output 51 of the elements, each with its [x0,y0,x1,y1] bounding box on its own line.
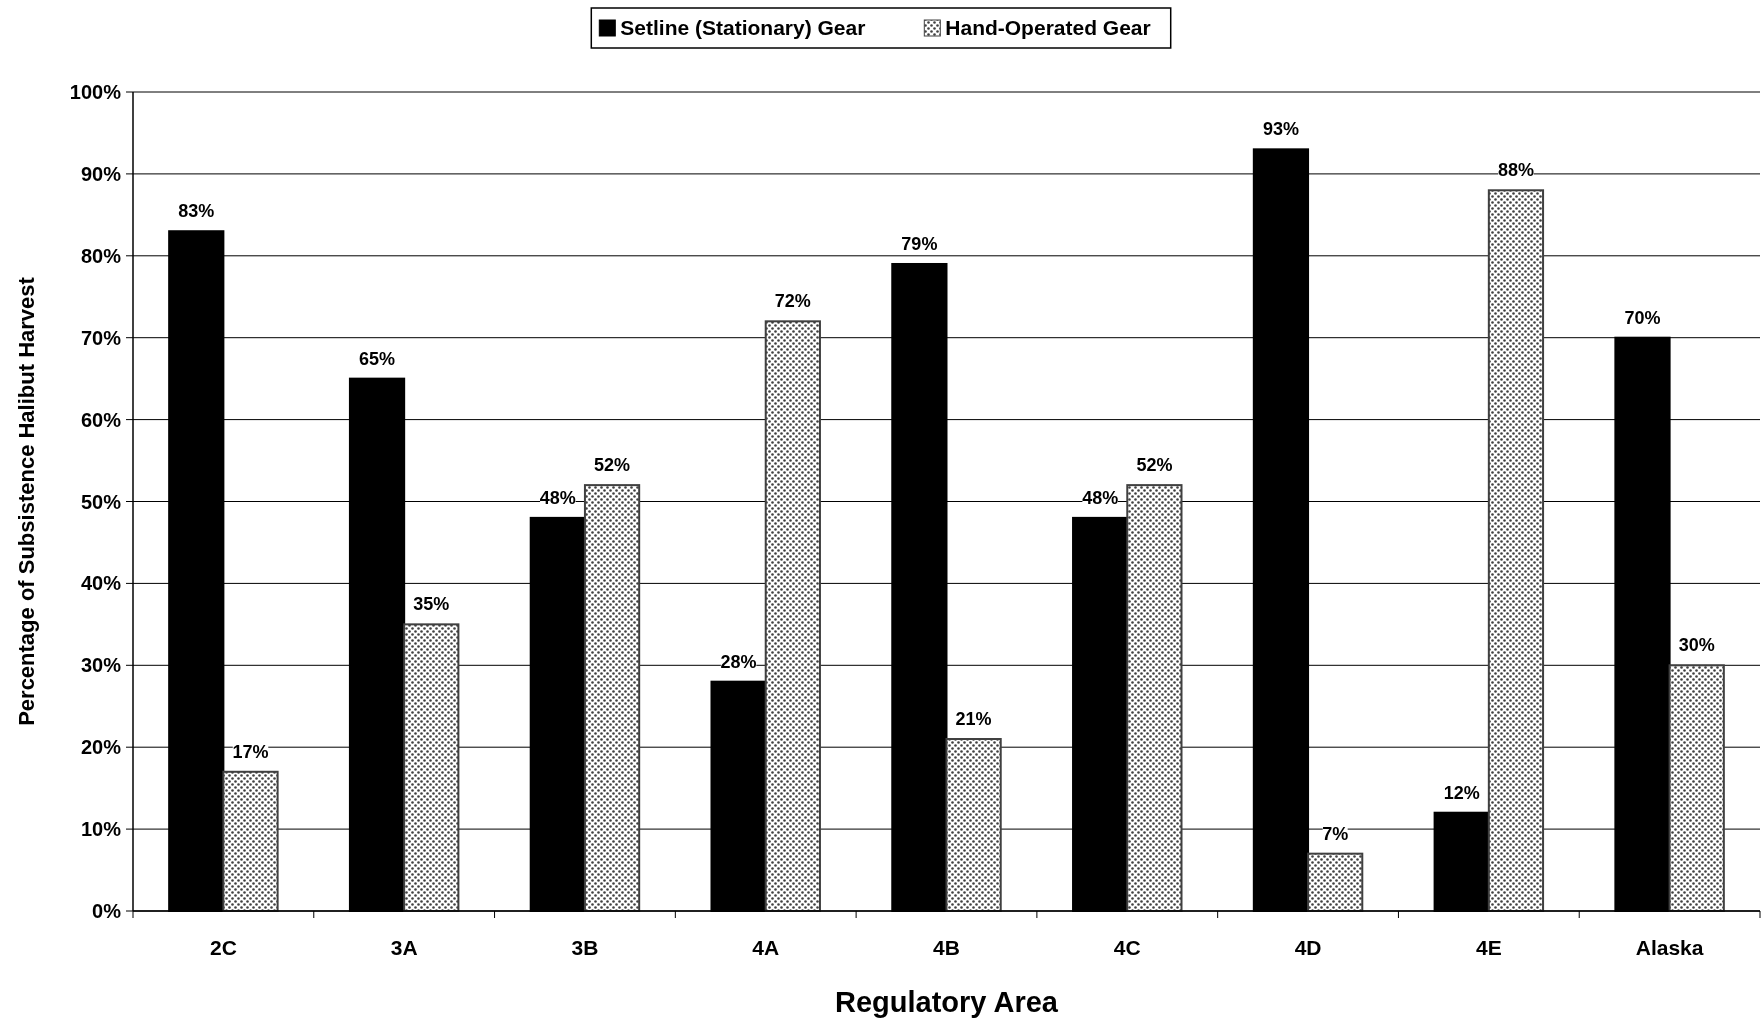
x-tick-label: 4D [1294,936,1322,959]
text: 70% [1624,307,1661,328]
text: 52% [594,455,631,476]
bar [945,738,1002,912]
bar [1487,189,1545,912]
y-tick-label: 70% [80,326,122,349]
text: 52% [1136,455,1173,476]
text: 88% [1497,160,1534,181]
x-tick-label: 4E [1475,936,1502,959]
bar [764,320,821,912]
text: 72% [774,291,811,312]
text: 93% [1262,119,1299,140]
x-axis-title: Regulatory Area [835,986,1059,1018]
text: 30% [1678,635,1715,656]
y-tick-label: 50% [80,490,122,513]
y-tick-label: 80% [80,244,122,267]
text: 48% [539,487,576,508]
x-tick-label: 3B [571,936,599,959]
bar [222,770,279,912]
text: 35% [413,594,450,615]
bar [1126,484,1183,912]
bar [1668,664,1725,912]
text: 17% [232,741,269,762]
bar [403,623,460,912]
legend-label: Setline (Stationary) Gear [620,16,866,40]
x-tick-label: 4A [752,936,780,959]
legend-label: Hand-Operated Gear [945,16,1151,40]
bar [1307,852,1364,912]
y-tick-label: 100% [69,81,122,103]
text: 65% [359,348,396,369]
text: 12% [1443,782,1480,803]
x-tick-label: 2C [209,936,237,959]
y-tick-label: 90% [80,162,122,185]
x-tick-label: 4B [933,936,960,959]
text: 28% [720,651,757,672]
x-tick-label: 4C [1113,936,1141,959]
y-tick-label: 0% [92,900,122,922]
text: 7% [1322,823,1349,844]
y-tick-label: 60% [80,408,122,431]
x-tick-label: Alaska [1635,936,1704,959]
y-tick-label: 20% [80,736,122,759]
text: 21% [955,709,992,730]
y-tick-label: 10% [80,818,122,841]
text: 79% [901,233,938,254]
y-tick-label: 30% [80,654,122,677]
y-tick-label: 40% [80,572,122,595]
x-tick-label: 3A [390,936,418,959]
text: 48% [1082,487,1119,508]
y-axis-title: Percentage of Subsistence Halibut Harvest [14,276,39,726]
bar [583,484,641,912]
text: 83% [178,201,215,222]
